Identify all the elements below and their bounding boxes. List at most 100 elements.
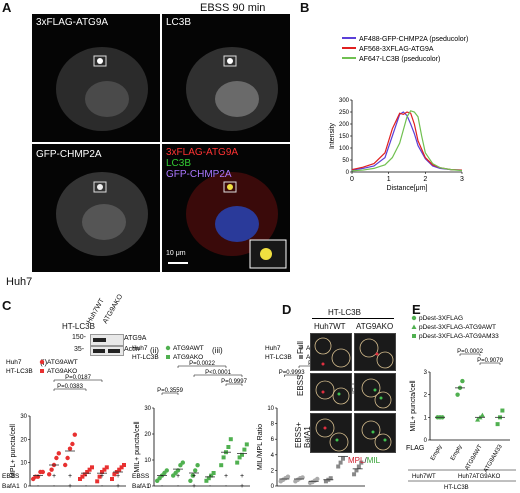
data-point — [70, 441, 75, 447]
treatment-sign: + — [192, 473, 196, 480]
treatment-sign: - — [37, 483, 40, 490]
treatment-sign: - — [101, 483, 104, 490]
legend-label: AF647-LC3B (pseducolor) — [359, 56, 440, 63]
treatment-sign: - — [161, 473, 164, 480]
pvalue-bracket — [161, 392, 179, 395]
panel-letter-c: C — [2, 298, 12, 313]
data-point — [65, 455, 70, 461]
pvalue-bracket — [193, 374, 243, 377]
data-point — [82, 472, 87, 477]
y-tick-label: 0 — [271, 484, 275, 490]
treatment-sign: + — [240, 473, 244, 480]
pvalue-label: P=0.9997 — [221, 379, 248, 385]
group-label: Huh7ATG9AKO — [458, 474, 501, 480]
data-point — [102, 467, 107, 472]
legend-marker — [298, 345, 304, 351]
data-point — [479, 412, 485, 418]
legend-marker — [39, 359, 45, 365]
legend-label: pDest-3XFLAG — [419, 315, 463, 322]
legend-header: Huh7 — [265, 345, 281, 352]
y-tick-label: 2 — [271, 468, 275, 474]
data-point — [78, 477, 82, 481]
group-label: HT-LC3B — [444, 485, 469, 491]
x-tick-label: 0 — [350, 176, 354, 183]
legend-header: HT-LC3B — [6, 368, 33, 375]
scale-bar — [168, 262, 188, 264]
treatment-sign: + — [68, 483, 72, 490]
pvalue-bracket — [177, 365, 227, 368]
legend-label: ATG9AWT — [47, 359, 78, 366]
treatment-sign: - — [177, 483, 180, 490]
blot-band-actin — [90, 346, 124, 356]
pvalue-label: P=0.3559 — [157, 388, 184, 394]
x-tick-label: 3 — [460, 176, 464, 183]
data-point — [49, 467, 54, 472]
treatment-sign: + — [68, 473, 72, 480]
micrograph-chmp2a: GFP-CHMP2A — [32, 144, 160, 272]
x-category-label: ATG9AM33 — [483, 443, 504, 473]
x-category-label: Empty — [430, 444, 444, 462]
x-tick-label: 2 — [423, 176, 427, 183]
treatment-sign: - — [37, 473, 40, 480]
cell-line-label: Huh7 — [6, 276, 33, 288]
treatment-sign: + — [116, 483, 120, 490]
legend-marker — [165, 345, 171, 351]
y-tick-label: 0 — [148, 484, 152, 490]
subpanel-iii: (iii) — [212, 346, 223, 355]
x-category-label: ATG9AWT — [464, 444, 484, 472]
y-tick-label: 10 — [20, 461, 27, 467]
blot-band-atg9a — [90, 334, 124, 346]
data-point — [359, 460, 364, 465]
y-tick-label: 2 — [424, 393, 428, 399]
y-tick-label: 50 — [342, 158, 349, 164]
grid-legend-slash: / — [364, 456, 367, 465]
data-point — [315, 476, 320, 482]
treatment-sign: + — [116, 473, 120, 480]
y-tick-label: 300 — [339, 98, 350, 104]
data-point — [242, 447, 247, 452]
legend-header: HT-LC3B — [265, 354, 292, 361]
pvalue-bracket — [53, 379, 103, 382]
blot-mw-150: 150- — [72, 334, 87, 341]
scale-bar-label: 10 μm — [166, 250, 186, 257]
legend-marker — [166, 355, 170, 359]
grid-row-ebss: EBSS — [296, 374, 305, 396]
data-point — [240, 452, 244, 457]
legend-marker — [411, 315, 417, 321]
data-point — [328, 476, 333, 481]
data-point — [122, 463, 126, 467]
grid-image-bafa1-ko — [354, 413, 396, 453]
grid-image-full-ko — [354, 333, 396, 371]
grid-col-wt: Huh7WT — [314, 322, 346, 331]
treatment-row-label: EBSS — [2, 473, 20, 480]
treatment-sign: + — [52, 473, 56, 480]
data-point — [104, 465, 109, 470]
merge-label-chmp2a: GFP-CHMP2A — [166, 169, 232, 180]
y-tick-label: 30 — [144, 406, 151, 412]
micrograph-label-lc3b: LC3B — [166, 17, 192, 28]
data-point — [190, 473, 195, 478]
treatment-table: EBSS - + + - + + BafA1 - - + - - + EBSS - + + - + + BafA1 - - + -… — [2, 473, 244, 490]
merge-label-atg9a: 3xFLAG-ATG9A — [166, 147, 239, 158]
legend-marker — [411, 324, 417, 329]
pvalue-label: P=0.9993 — [279, 370, 306, 376]
blot-lane-ko: ATG9AKO — [101, 293, 125, 325]
data-point — [300, 475, 305, 480]
data-point — [354, 468, 359, 473]
y-tick-label: 30 — [20, 414, 27, 420]
grid-row-full: Full — [296, 341, 305, 354]
legend-marker — [40, 369, 44, 373]
merge-label-lc3b: LC3B — [166, 158, 192, 169]
data-point — [164, 468, 169, 473]
data-point — [336, 464, 341, 469]
rescue-chart: 0 1 2 3 MIL+ puncta/cell P=0.0002 P=0.9079 pDes… — [406, 315, 516, 491]
data-point — [100, 470, 104, 474]
x-row-label: FLAG — [406, 445, 424, 452]
data-point — [47, 472, 52, 477]
data-point — [206, 476, 211, 481]
data-point — [110, 477, 114, 481]
data-point — [285, 474, 291, 479]
y-axis-label: MIL+ puncta/cell — [134, 421, 141, 473]
treatment-sign: - — [209, 483, 212, 490]
data-point — [195, 463, 200, 468]
